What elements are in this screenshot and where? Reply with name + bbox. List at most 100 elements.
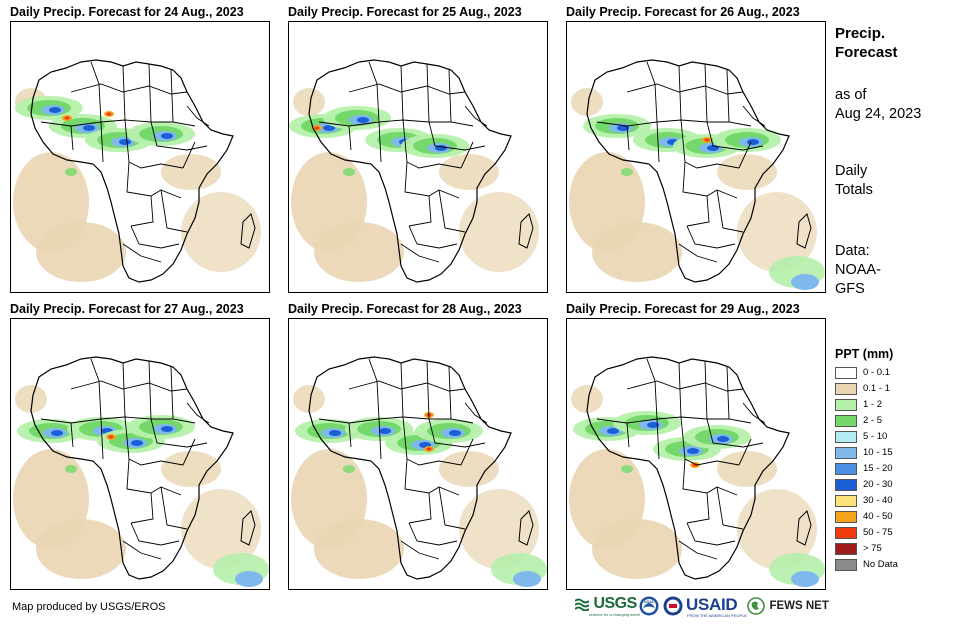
- country-border: [378, 121, 382, 163]
- coastline: [30, 59, 234, 283]
- precip-area: [64, 116, 70, 120]
- country-border: [400, 243, 440, 263]
- country-border: [438, 486, 466, 530]
- country-border: [742, 402, 766, 424]
- precip-map[interactable]: [10, 318, 270, 590]
- precip-area: [687, 448, 699, 454]
- precip-area: [49, 107, 61, 113]
- country-border: [160, 486, 188, 530]
- country-border: [678, 65, 682, 121]
- precip-map[interactable]: [10, 21, 270, 293]
- country-border: [70, 125, 74, 151]
- as-of-date: as of Aug 24, 2023: [835, 86, 921, 124]
- precip-map[interactable]: [288, 318, 548, 590]
- country-border: [460, 438, 474, 466]
- africa-map: [13, 59, 261, 283]
- precip-map[interactable]: [566, 21, 826, 293]
- precip-map[interactable]: [288, 21, 548, 293]
- country-border: [70, 83, 188, 95]
- fews-net-text: FEWS NET: [769, 600, 829, 612]
- precip-area: [592, 222, 682, 282]
- country-border: [400, 65, 404, 121]
- country-border: [448, 69, 474, 127]
- country-border: [678, 362, 682, 418]
- country-border: [400, 362, 404, 418]
- globe-icon: [747, 597, 765, 620]
- africa-map: [289, 59, 539, 283]
- precip-area: [65, 465, 77, 473]
- country-border: [348, 422, 352, 448]
- precip-area: [791, 571, 819, 587]
- country-border: [686, 195, 710, 227]
- legend-swatch: [835, 415, 857, 427]
- country-border: [626, 422, 630, 448]
- madagascar-outline: [796, 510, 812, 546]
- legend-label: 20 - 30: [863, 479, 893, 490]
- precip-area: [106, 112, 112, 116]
- precip-area: [329, 430, 341, 436]
- country-border: [726, 69, 752, 127]
- precip-area: [617, 125, 629, 131]
- country-border: [122, 243, 162, 263]
- panel-title: Daily Precip. Forecast for 26 Aug., 2023: [566, 5, 800, 19]
- country-border: [130, 195, 154, 227]
- usgs-tagline: science for a changing world: [589, 612, 640, 617]
- country-border: [348, 125, 352, 151]
- precip-area: [439, 154, 499, 190]
- country-border: [626, 380, 744, 392]
- legend-swatch: [835, 479, 857, 491]
- country-border: [100, 418, 104, 460]
- precip-area: [717, 154, 777, 190]
- legend-label: 0.1 - 1: [863, 383, 890, 394]
- country-border: [738, 141, 752, 169]
- legend-label: 10 - 15: [863, 447, 893, 458]
- precip-area: [108, 435, 114, 439]
- panel-title: Daily Precip. Forecast for 25 Aug., 2023: [288, 5, 522, 19]
- country-border: [368, 61, 380, 123]
- precip-area: [314, 519, 404, 579]
- precip-area: [647, 422, 659, 428]
- legend-label: 15 - 20: [863, 463, 893, 474]
- country-border: [738, 438, 752, 466]
- precip-area: [36, 222, 126, 282]
- country-border: [680, 416, 740, 466]
- country-border: [402, 119, 462, 169]
- usaid-logo: USAID FROM THE AMERICAN PEOPLE: [686, 595, 747, 619]
- country-border: [124, 119, 184, 169]
- legend-swatch: [835, 383, 857, 395]
- data-source-label: Data:: [835, 243, 870, 259]
- country-border: [124, 416, 184, 466]
- country-border: [368, 358, 380, 420]
- precip-area: [314, 222, 404, 282]
- country-border: [348, 83, 466, 95]
- noaa-logo-text: NOAA: [644, 600, 654, 604]
- country-border: [160, 189, 188, 233]
- precip-area: [83, 125, 95, 131]
- country-border: [428, 121, 486, 151]
- sidebar-title-line1: Precip.: [835, 25, 886, 42]
- coastline: [30, 356, 234, 580]
- panel-title: Daily Precip. Forecast for 28 Aug., 2023: [288, 302, 522, 316]
- country-border: [318, 119, 451, 127]
- forecast-panel-4: Daily Precip. Forecast for 27 Aug., 2023: [10, 302, 270, 592]
- country-border: [706, 418, 764, 448]
- precip-area: [119, 139, 131, 145]
- country-border: [40, 119, 173, 127]
- precip-area: [592, 519, 682, 579]
- country-border: [182, 438, 196, 466]
- country-border: [460, 141, 474, 169]
- country-border: [408, 492, 432, 524]
- precip-area: [65, 168, 77, 176]
- coastline: [308, 356, 512, 580]
- data-source-line3: GFS: [835, 281, 865, 297]
- country-border: [448, 366, 474, 424]
- fews-net-logo: FEWS NET: [747, 595, 829, 619]
- precip-map[interactable]: [566, 318, 826, 590]
- country-border: [150, 121, 208, 151]
- legend-swatch: [835, 511, 857, 523]
- country-border: [706, 121, 764, 151]
- precip-area: [293, 88, 325, 116]
- country-border: [122, 65, 126, 121]
- legend-label: 40 - 50: [863, 511, 893, 522]
- country-border: [186, 105, 210, 127]
